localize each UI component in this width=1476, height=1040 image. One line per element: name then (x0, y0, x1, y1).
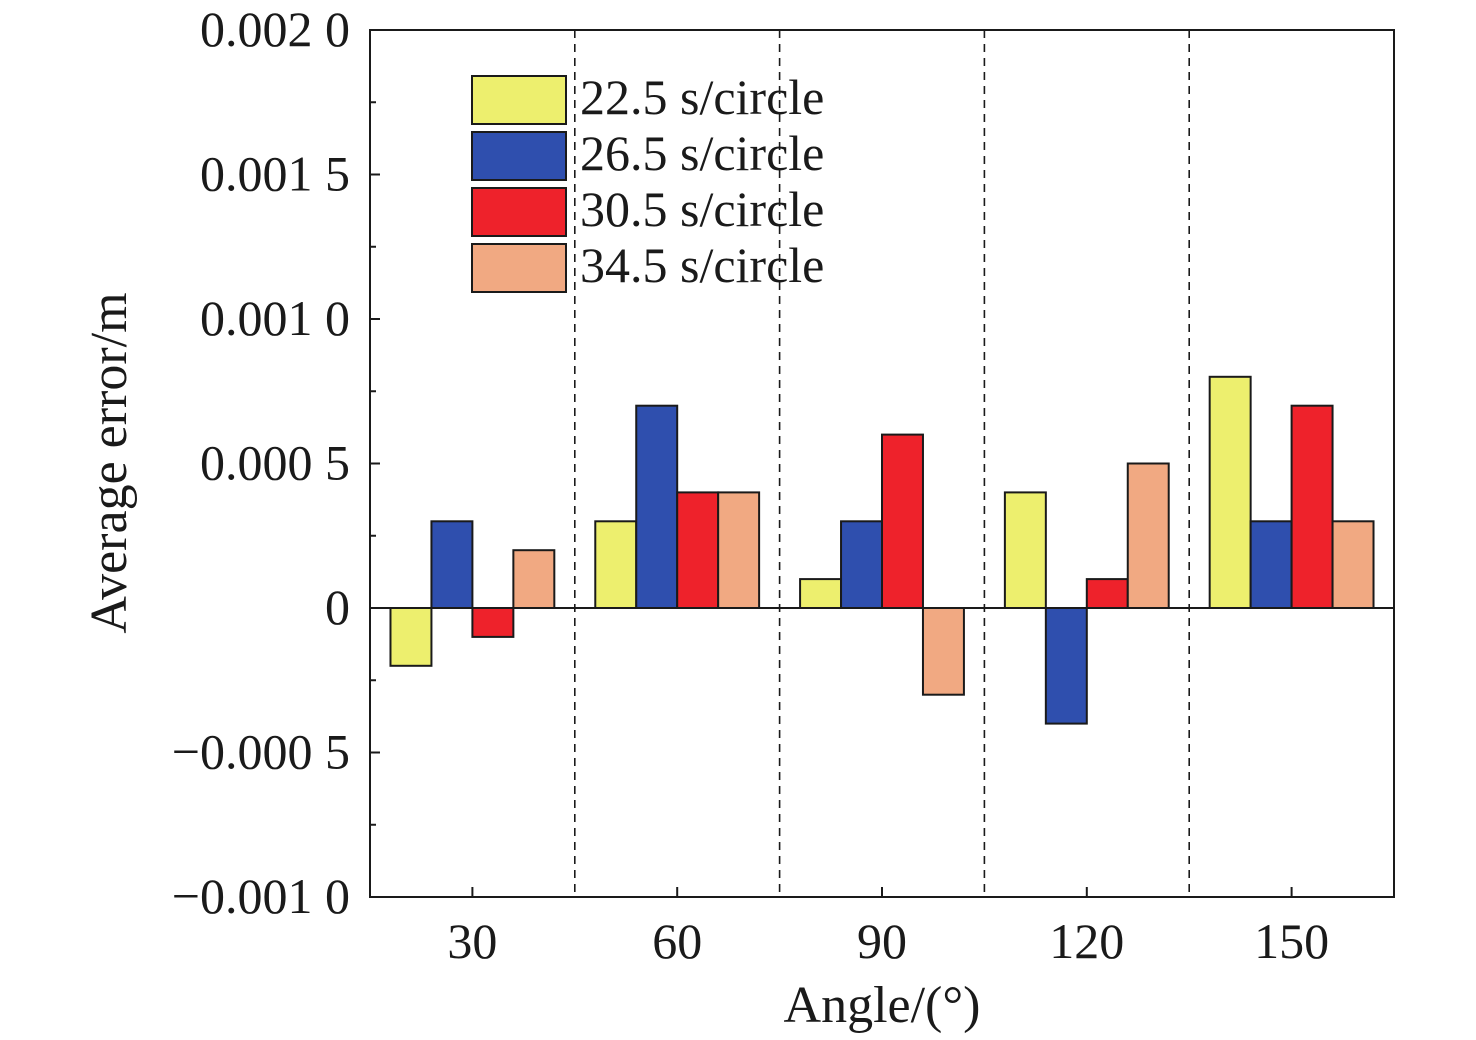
y-tick-label: −0.000 5 (172, 724, 350, 780)
bar (512, 549, 556, 610)
y-tick-label: 0.000 5 (200, 435, 350, 491)
bar (1003, 491, 1047, 609)
bar (1044, 607, 1088, 725)
legend-swatch (471, 75, 567, 125)
legend-label: 34.5 s/circle (580, 237, 824, 293)
bar (1126, 462, 1170, 609)
legend-swatch (471, 243, 567, 293)
y-tick-label: 0.001 5 (200, 146, 350, 202)
bar (1290, 404, 1334, 610)
bar (799, 578, 843, 609)
x-tick-label: 150 (1254, 913, 1329, 969)
x-axis-ticks: 30 60 90 120 150 (447, 887, 1329, 969)
y-tick-label: 0.002 0 (200, 1, 350, 57)
y-axis-ticks: −0.001 0 −0.000 5 0 0.000 5 0.001 0 0.001 5 0.… (172, 1, 380, 924)
x-tick-label: 30 (447, 913, 497, 969)
y-tick-label: −0.001 0 (172, 868, 350, 924)
bar (676, 491, 720, 609)
y-axis-title: Average error/m (81, 292, 138, 633)
bar (881, 433, 924, 609)
bar (921, 607, 965, 696)
bar (594, 520, 638, 609)
bar (635, 404, 679, 610)
legend-swatch (471, 187, 567, 237)
bar (471, 607, 515, 638)
x-tick-label: 60 (652, 913, 702, 969)
bar (1208, 375, 1252, 609)
legend-label: 22.5 s/circle (580, 69, 824, 125)
legend-label: 30.5 s/circle (580, 181, 824, 237)
legend-label: 26.5 s/circle (580, 125, 824, 181)
group-separators (573, 30, 1190, 897)
bar (430, 520, 474, 609)
y-tick-label: 0 (325, 579, 350, 635)
plot-frame (369, 29, 1395, 898)
x-tick-label: 90 (857, 913, 907, 969)
bar (840, 520, 883, 609)
bars-layer (389, 375, 1375, 725)
x-tick-label: 120 (1049, 913, 1124, 969)
x-axis-title: Angle/(°) (784, 977, 981, 1034)
legend-swatch (471, 131, 567, 181)
bar (1085, 578, 1129, 609)
bar (717, 491, 761, 609)
bar (1331, 520, 1375, 609)
bar (1249, 520, 1293, 609)
y-tick-label: 0.001 0 (200, 290, 350, 346)
bar (389, 607, 433, 667)
